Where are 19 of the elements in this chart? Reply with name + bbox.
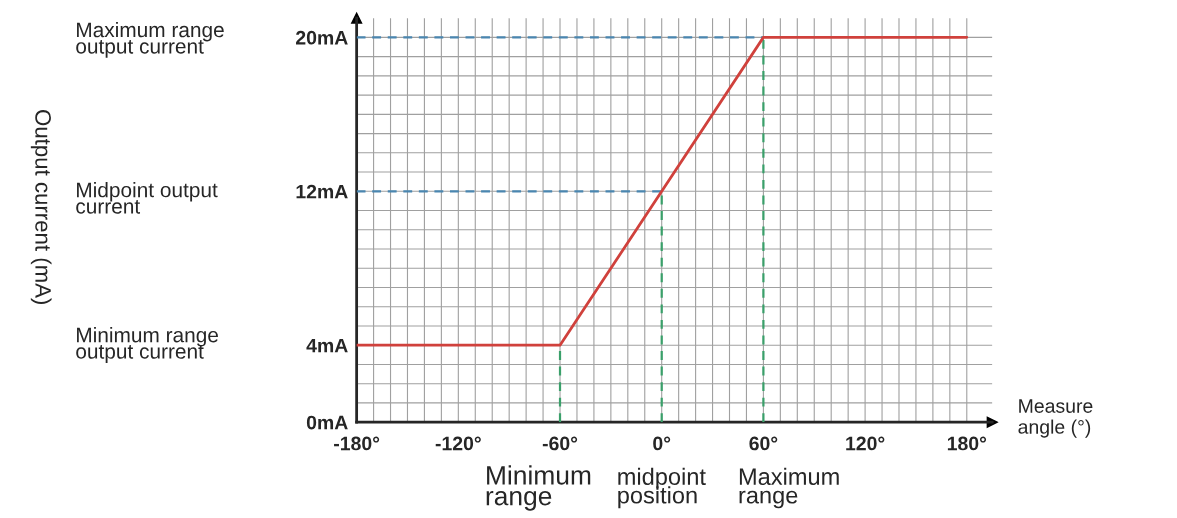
x-tick-label: 0° xyxy=(653,436,671,451)
text: Minimum range xyxy=(486,465,591,511)
text: Maximum range xyxy=(739,467,839,509)
text: Output current (mA) xyxy=(30,110,52,304)
x-tick-label: 120° xyxy=(846,436,885,451)
x-axis-title: Measure angle (°) xyxy=(1018,399,1093,438)
x-tick-label: -180° xyxy=(334,436,380,451)
text: midpoint position xyxy=(618,467,706,509)
text: Midpoint output current xyxy=(76,182,218,214)
y-tick-label: 12mA xyxy=(296,184,348,199)
y-tick-label: 4mA xyxy=(306,338,348,353)
text: Minimum range output current xyxy=(76,327,218,363)
x-tick-label: -60° xyxy=(542,436,578,451)
x-tick-label: 60° xyxy=(749,436,778,451)
y-tick-label: 0mA xyxy=(306,415,348,430)
text: Maximum range output current xyxy=(76,21,224,58)
x-tick-label: -120° xyxy=(435,436,481,451)
x-tick-label: 180° xyxy=(947,436,987,451)
y-tick-label: 20mA xyxy=(296,30,348,45)
